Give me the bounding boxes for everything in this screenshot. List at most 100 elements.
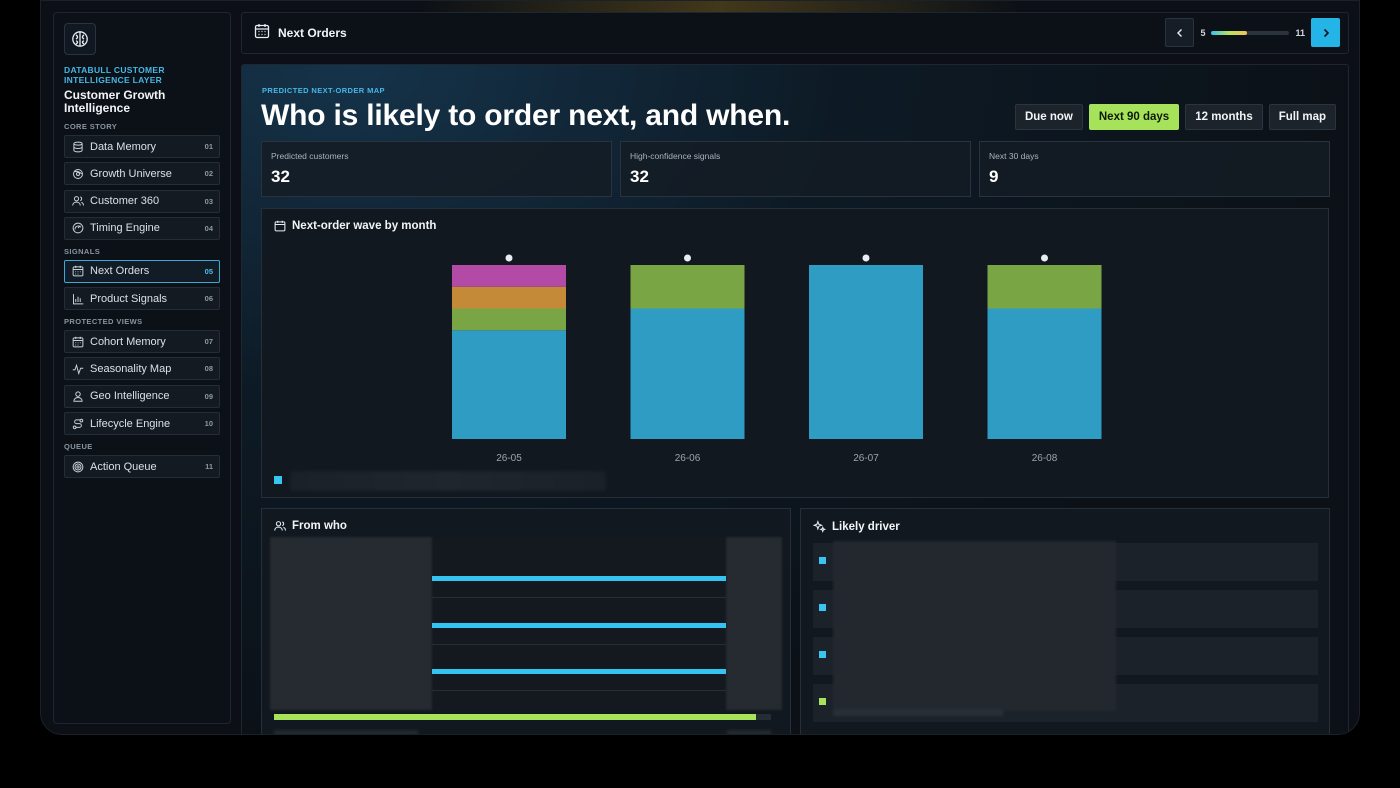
range-12-months-button[interactable]: 12 months (1185, 104, 1263, 130)
sidebar-item-cohort-memory[interactable]: Cohort Memory 07 (64, 330, 220, 354)
kpi-row: Predicted customers 32 High-confidence sig… (261, 141, 1338, 197)
from-who-footer-value-redacted (727, 730, 771, 734)
target-icon (71, 460, 84, 473)
sidebar-item-label: Cohort Memory (90, 335, 166, 348)
sidebar-item-lifecycle-engine[interactable]: Lifecycle Engine 10 (64, 412, 220, 436)
range-due-now-button[interactable]: Due now (1014, 104, 1083, 130)
route-icon (71, 417, 84, 430)
sidebar-item-number: 04 (204, 223, 213, 233)
page-title: Next Orders (278, 26, 347, 40)
range-full-map-button[interactable]: Full map (1268, 104, 1336, 130)
brand-subtitle: DATABULL CUSTOMER INTELLIGENCE LAYER (64, 65, 165, 85)
legend-redacted (290, 471, 606, 491)
from-who-progress-fill (274, 714, 757, 720)
sidebar-item-label: Action Queue (90, 460, 157, 473)
brand-title: Customer Growth Intelligence (64, 88, 166, 115)
driver-dot (819, 651, 826, 658)
sidebar-item-label: Growth Universe (90, 167, 172, 180)
next-page-button[interactable] (1311, 18, 1340, 47)
sidebar-item-label: Seasonality Map (90, 362, 172, 375)
sidebar-item-number: 06 (204, 294, 213, 304)
likely-driver-card: Likely driver (800, 508, 1330, 734)
sidebar-item-number: 10 (204, 419, 213, 429)
users-icon (274, 521, 286, 531)
calendar-icon (254, 23, 270, 44)
wave-chart-card: 26-05 26-06 26-07 26-08 Next-order wave by … (261, 208, 1329, 498)
from-who-title: From who (292, 520, 347, 532)
from-who-bar (432, 576, 726, 581)
sidebar: DATABULL CUSTOMER INTELLIGENCE LAYER Cus… (53, 12, 231, 724)
sidebar-item-timing-engine[interactable]: Timing Engine 04 (64, 216, 220, 240)
pager-progress (1211, 30, 1290, 35)
orbit-icon (71, 167, 84, 180)
eyebrow-label: PREDICTED NEXT-ORDER MAP (262, 86, 385, 95)
sidebar-item-label: Data Memory (90, 140, 157, 153)
from-who-progress (274, 714, 771, 720)
sidebar-item-label: Geo Intelligence (90, 390, 170, 403)
chevron-left-icon (1176, 28, 1182, 37)
sidebar-item-product-signals[interactable]: Product Signals 06 (64, 287, 220, 311)
kpi-value: 32 (630, 167, 649, 186)
kpi-value: 9 (989, 167, 999, 186)
sidebar-item-number: 09 (204, 391, 213, 401)
bar-marker-dot (1041, 254, 1048, 262)
sidebar-item-growth-universe[interactable]: Growth Universe 02 (64, 162, 220, 186)
bar-segment[interactable] (987, 308, 1102, 440)
pager-total: 11 (1295, 27, 1305, 38)
driver-dot (819, 604, 826, 611)
chevron-right-icon (1323, 28, 1329, 37)
bar-segment[interactable] (452, 286, 566, 309)
pulse-icon (71, 362, 84, 375)
sidebar-item-geo-intelligence[interactable]: Geo Intelligence 09 (64, 384, 220, 408)
page-pager: 5 11 (1165, 18, 1340, 47)
from-who-redacted-names (270, 537, 432, 710)
sidebar-item-action-queue[interactable]: Action Queue 11 (64, 455, 220, 479)
bar-segment[interactable] (452, 265, 566, 287)
kpi-label: High-confidence signals (630, 151, 721, 161)
sidebar-item-data-memory[interactable]: Data Memory 01 (64, 135, 220, 158)
row-divider (432, 644, 726, 645)
person-pin-icon (71, 390, 84, 403)
bar-segment[interactable] (809, 265, 923, 439)
from-who-footer-redacted (274, 730, 418, 734)
from-who-header: From who (274, 520, 347, 532)
sidebar-section-label: QUEUE (64, 442, 93, 452)
legend-swatch (274, 476, 282, 484)
sidebar-item-label: Next Orders (90, 265, 150, 278)
sidebar-item-seasonality-map[interactable]: Seasonality Map 08 (64, 357, 220, 381)
sidebar-item-number: 07 (204, 337, 213, 347)
driver-header: Likely driver (813, 520, 900, 533)
wave-card-header: Next-order wave by month (274, 220, 436, 232)
calendar-icon (71, 335, 84, 348)
sidebar-item-label: Lifecycle Engine (90, 417, 171, 430)
sparkles-icon (813, 520, 826, 533)
bar-segment[interactable] (987, 265, 1102, 309)
sidebar-item-next-orders[interactable]: Next Orders 05 (64, 259, 220, 283)
bar-marker-dot (862, 254, 870, 262)
kpi-card: Next 30 days 9 (979, 141, 1330, 197)
brain-logo-icon[interactable] (64, 23, 96, 55)
sidebar-item-number: 01 (204, 142, 213, 151)
row-divider (432, 690, 726, 691)
x-tick-label: 26-07 (853, 453, 879, 464)
x-tick-label: 26-06 (675, 453, 701, 464)
from-who-redacted-values (726, 537, 782, 710)
headline: Who is likely to order next, and when. (261, 99, 791, 132)
bar-segment[interactable] (452, 308, 566, 331)
prev-page-button[interactable] (1165, 18, 1195, 47)
bar-segment[interactable] (630, 308, 745, 440)
driver-redacted-caption (833, 709, 1003, 716)
driver-redacted-labels (833, 541, 1116, 711)
kpi-card: Predicted customers 32 (261, 141, 612, 197)
sidebar-item-label: Timing Engine (90, 222, 160, 235)
sidebar-item-customer-360[interactable]: Customer 360 03 (64, 189, 220, 213)
sidebar-item-number: 02 (204, 169, 213, 179)
range-next-90-days-button[interactable]: Next 90 days (1088, 104, 1180, 130)
sidebar-section-label: SIGNALS (64, 246, 101, 256)
bar-marker-dot (505, 254, 513, 262)
bar-segment[interactable] (452, 330, 566, 439)
kpi-card: High-confidence signals 32 (620, 141, 971, 197)
row-divider (432, 597, 726, 598)
wave-card-title: Next-order wave by month (292, 220, 437, 232)
bar-segment[interactable] (630, 265, 745, 309)
